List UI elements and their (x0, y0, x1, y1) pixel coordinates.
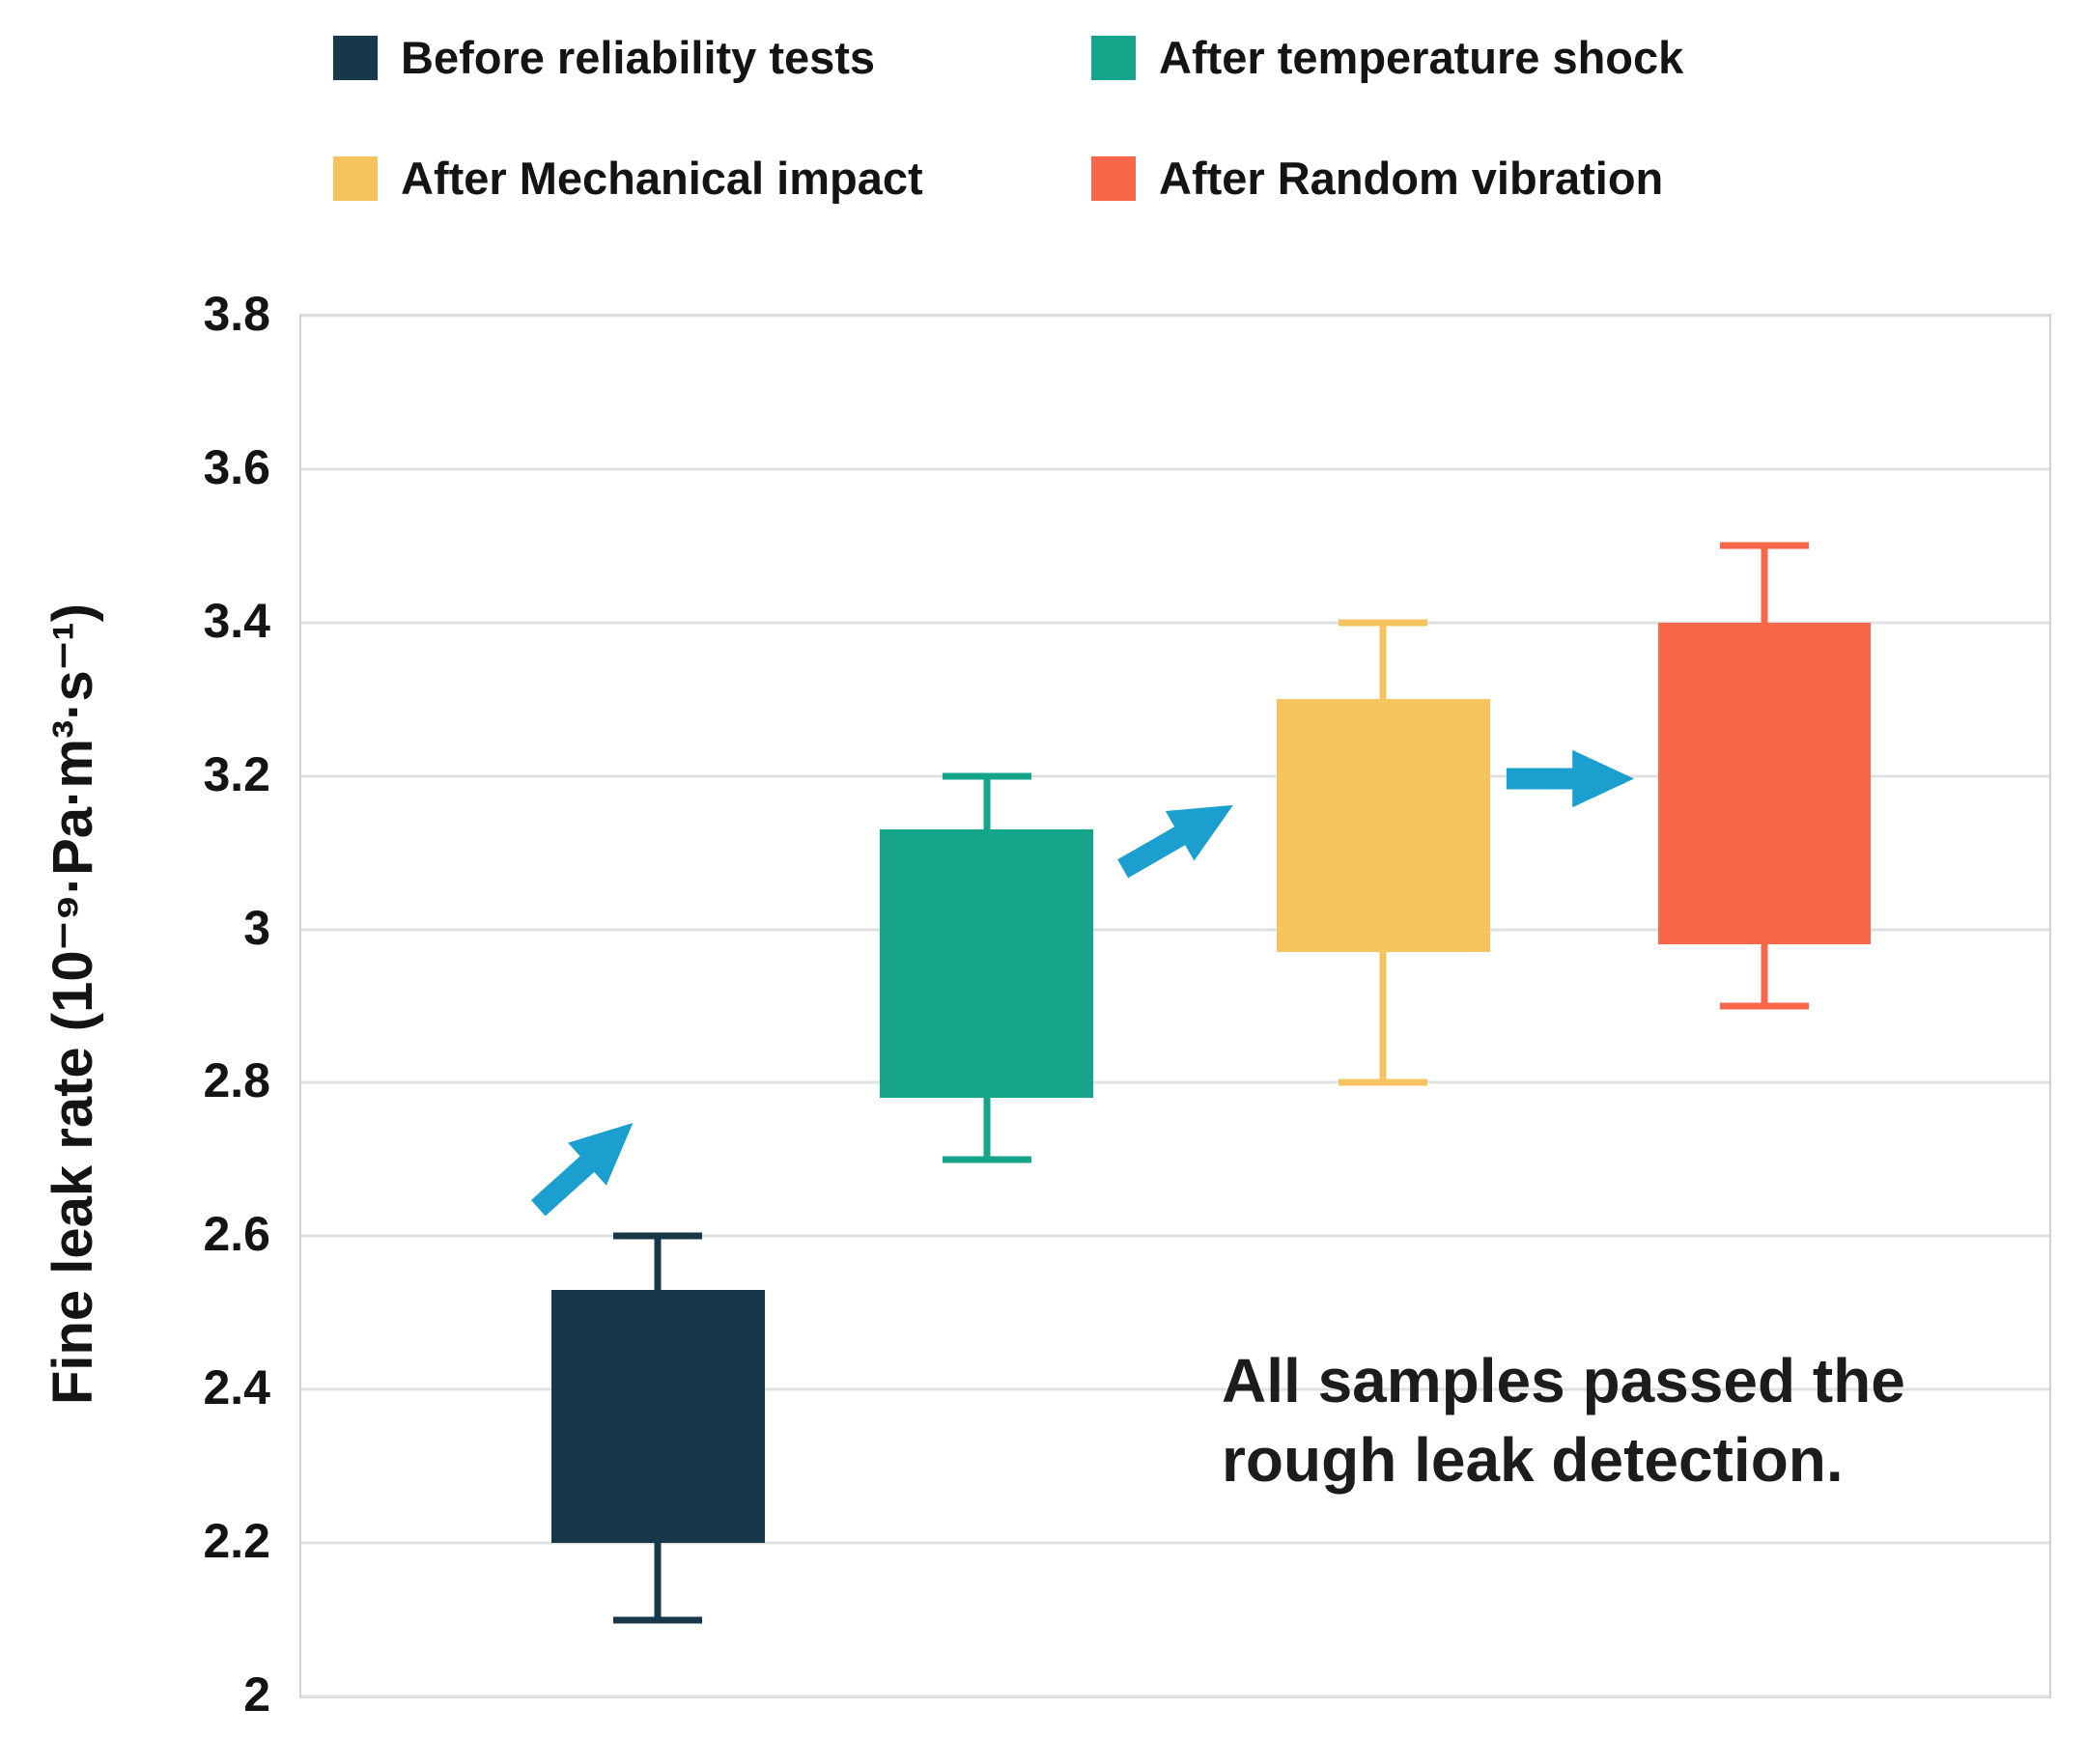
annotation-line-2: rough leak detection. (1222, 1424, 1844, 1495)
y-tick-label: 3.2 (203, 746, 270, 801)
gridline (301, 1234, 2049, 1238)
whisker-cap (1719, 1002, 1809, 1010)
box-after-mechanical-impact (1276, 699, 1490, 953)
gridline (301, 621, 2049, 625)
box-before-reliability-tests (550, 1289, 765, 1544)
legend-swatch-icon (1091, 155, 1136, 201)
y-tick-label: 2 (243, 1667, 270, 1722)
y-tick-label: 2.4 (203, 1360, 270, 1415)
y-axis: 2 2.2 2.4 2.6 2.8 3 3.2 3.4 3.6 3.8 (97, 287, 270, 1722)
whisker-cap (613, 1616, 703, 1624)
gridline (301, 467, 2049, 471)
plot-area (299, 314, 2051, 1698)
legend-swatch-icon (333, 35, 378, 80)
whisker-cap (613, 1232, 703, 1240)
increase-arrow-icon (514, 1095, 662, 1239)
gridline (301, 1694, 2049, 1698)
legend-label: After Random vibration (1159, 153, 1664, 204)
legend-item-after-random-vibration: After Random vibration (1091, 152, 1683, 205)
whisker-cap (1339, 1078, 1428, 1086)
box-after-temperature-shock (880, 829, 1093, 1099)
legend-swatch-icon (1091, 35, 1136, 80)
increase-arrow-icon (1507, 742, 1634, 821)
gridline (301, 1541, 2049, 1545)
legend-item-after-temperature-shock: After temperature shock (1091, 31, 1683, 84)
legend-label: After temperature shock (1159, 32, 1684, 83)
gridline (301, 774, 2049, 778)
legend-label: Before reliability tests (401, 32, 876, 83)
legend-item-before-reliability-tests: Before reliability tests (333, 31, 1091, 84)
y-tick-label: 2.8 (203, 1053, 270, 1108)
y-tick-label: 2.6 (203, 1207, 270, 1262)
legend-swatch-icon (333, 155, 378, 201)
gridline (301, 928, 2049, 932)
y-tick-label: 3.8 (203, 287, 270, 341)
box-after-random-vibration (1657, 622, 1872, 945)
gridline (301, 314, 2049, 318)
gridline (301, 1080, 2049, 1084)
whisker-cap (1339, 619, 1428, 627)
whisker-cap (1719, 542, 1809, 549)
legend-item-after-mechanical-impact: After Mechanical impact (333, 152, 1091, 205)
y-axis-title: Fine leak rate (10⁻⁹·Pa·m³·s⁻¹) (42, 602, 104, 1406)
legend: Before reliability tests After temperatu… (333, 31, 1683, 205)
whisker-cap (942, 1156, 1031, 1163)
y-tick-label: 3.4 (203, 593, 270, 648)
annotation-line-1: All samples passed the (1222, 1346, 1905, 1415)
annotation-text: All samples passed the rough leak detect… (1222, 1342, 1905, 1500)
whisker-cap (942, 772, 1031, 780)
legend-label: After Mechanical impact (401, 153, 923, 204)
y-tick-label: 2.2 (203, 1514, 270, 1569)
increase-arrow-icon (1104, 772, 1254, 905)
gridline (301, 1387, 2049, 1391)
y-tick-label: 3 (243, 900, 270, 955)
y-tick-label: 3.6 (203, 439, 270, 494)
